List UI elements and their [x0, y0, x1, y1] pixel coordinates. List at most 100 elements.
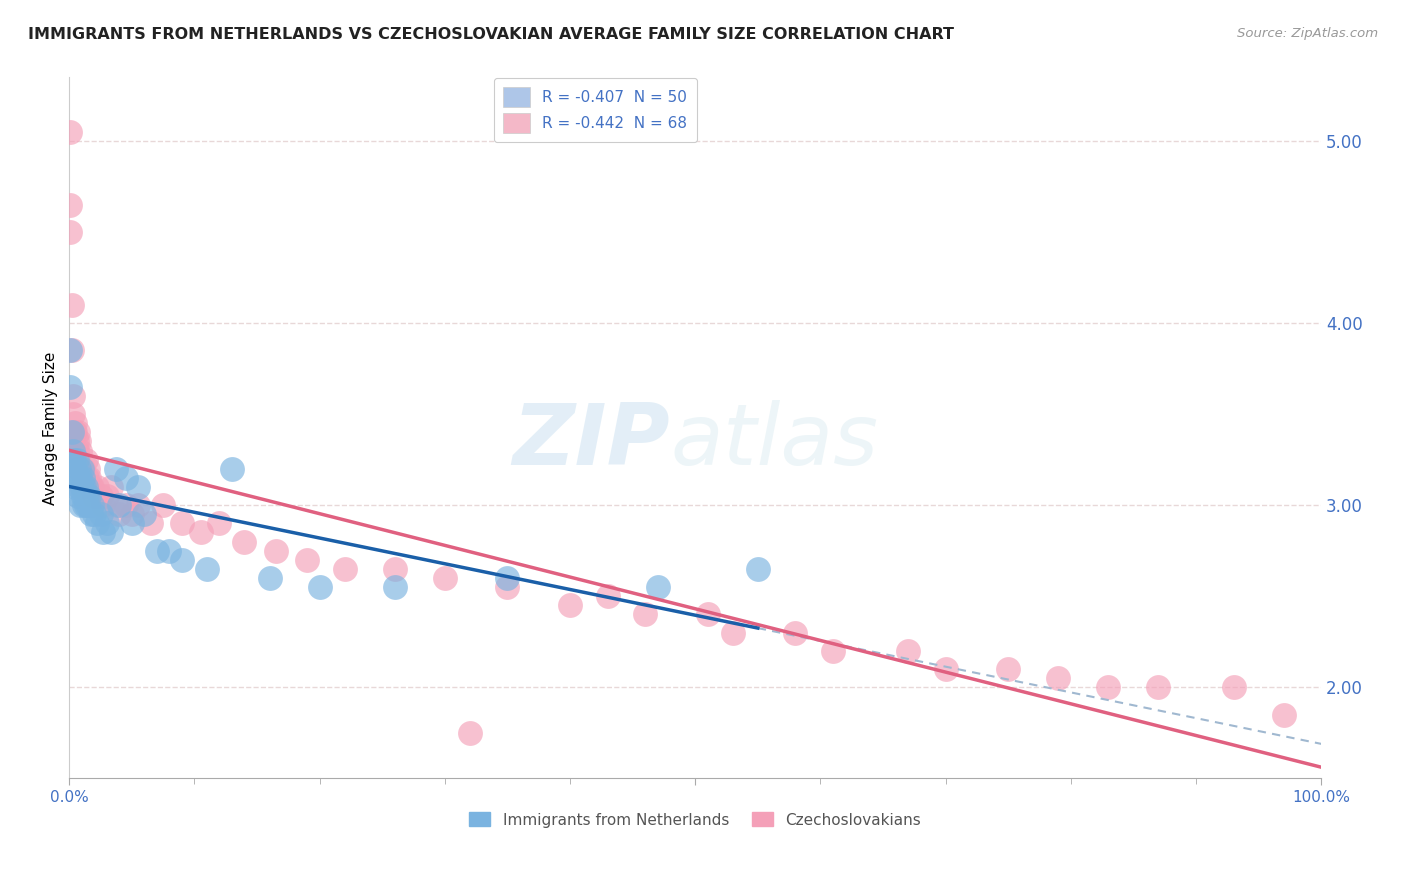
Point: [66, 443, 89, 458]
Point: [100, 480, 122, 494]
Point: [83, 508, 105, 522]
Point: [696, 607, 718, 622]
Text: Source: ZipAtlas.com: Source: ZipAtlas.com: [1237, 27, 1378, 40]
Point: [139, 516, 162, 531]
Point: [195, 562, 218, 576]
Point: [127, 498, 149, 512]
Point: [295, 553, 318, 567]
Point: [59, 225, 82, 239]
Point: [100, 525, 122, 540]
Point: [72, 471, 94, 485]
Point: [67, 434, 90, 449]
Point: [65, 462, 87, 476]
Point: [75, 452, 97, 467]
Point: [1222, 680, 1244, 694]
Point: [96, 516, 118, 531]
Point: [458, 725, 481, 739]
Point: [69, 443, 91, 458]
Point: [69, 498, 91, 512]
Point: [86, 480, 108, 494]
Point: [80, 480, 103, 494]
Point: [66, 452, 89, 467]
Point: [66, 434, 89, 449]
Point: [190, 525, 212, 540]
Point: [89, 508, 111, 522]
Point: [67, 462, 90, 476]
Point: [66, 489, 89, 503]
Point: [747, 562, 769, 576]
Point: [108, 498, 131, 512]
Point: [66, 452, 89, 467]
Point: [384, 562, 406, 576]
Point: [1147, 680, 1170, 694]
Point: [59, 380, 82, 394]
Point: [134, 508, 156, 522]
Point: [83, 489, 105, 503]
Point: [59, 125, 82, 139]
Point: [70, 462, 93, 476]
Point: [67, 480, 90, 494]
Point: [96, 489, 118, 503]
Point: [121, 516, 143, 531]
Point: [75, 498, 97, 512]
Point: [73, 471, 96, 485]
Point: [146, 543, 169, 558]
Point: [69, 471, 91, 485]
Point: [80, 498, 103, 512]
Point: [114, 471, 136, 485]
Point: [60, 343, 83, 358]
Point: [221, 462, 243, 476]
Point: [75, 480, 97, 494]
Point: [433, 571, 456, 585]
Point: [108, 508, 131, 522]
Point: [233, 534, 256, 549]
Point: [308, 580, 330, 594]
Point: [72, 489, 94, 503]
Point: [721, 625, 744, 640]
Point: [62, 407, 84, 421]
Point: [62, 389, 84, 403]
Point: [104, 498, 127, 512]
Legend: Immigrants from Netherlands, Czechoslovakians: Immigrants from Netherlands, Czechoslova…: [463, 806, 928, 834]
Point: [127, 480, 149, 494]
Point: [208, 516, 231, 531]
Point: [77, 498, 100, 512]
Point: [1272, 707, 1295, 722]
Point: [634, 607, 657, 622]
Point: [76, 471, 98, 485]
Point: [157, 543, 180, 558]
Point: [333, 562, 356, 576]
Point: [63, 452, 86, 467]
Point: [66, 425, 89, 440]
Point: [63, 425, 86, 440]
Point: [997, 662, 1019, 676]
Text: atlas: atlas: [671, 401, 879, 483]
Point: [785, 625, 807, 640]
Point: [496, 580, 519, 594]
Point: [596, 589, 619, 603]
Point: [170, 516, 193, 531]
Point: [86, 516, 108, 531]
Point: [259, 571, 281, 585]
Point: [79, 480, 101, 494]
Point: [60, 298, 83, 312]
Point: [121, 508, 143, 522]
Point: [558, 599, 581, 613]
Point: [73, 480, 96, 494]
Point: [647, 580, 669, 594]
Point: [65, 480, 87, 494]
Point: [63, 443, 86, 458]
Point: [897, 644, 920, 658]
Point: [821, 644, 844, 658]
Point: [65, 425, 87, 440]
Point: [104, 462, 127, 476]
Point: [264, 543, 287, 558]
Point: [73, 498, 96, 512]
Point: [60, 425, 83, 440]
Point: [1047, 671, 1070, 685]
Point: [77, 471, 100, 485]
Point: [89, 489, 111, 503]
Point: [91, 498, 114, 512]
Point: [76, 489, 98, 503]
Point: [59, 198, 82, 212]
